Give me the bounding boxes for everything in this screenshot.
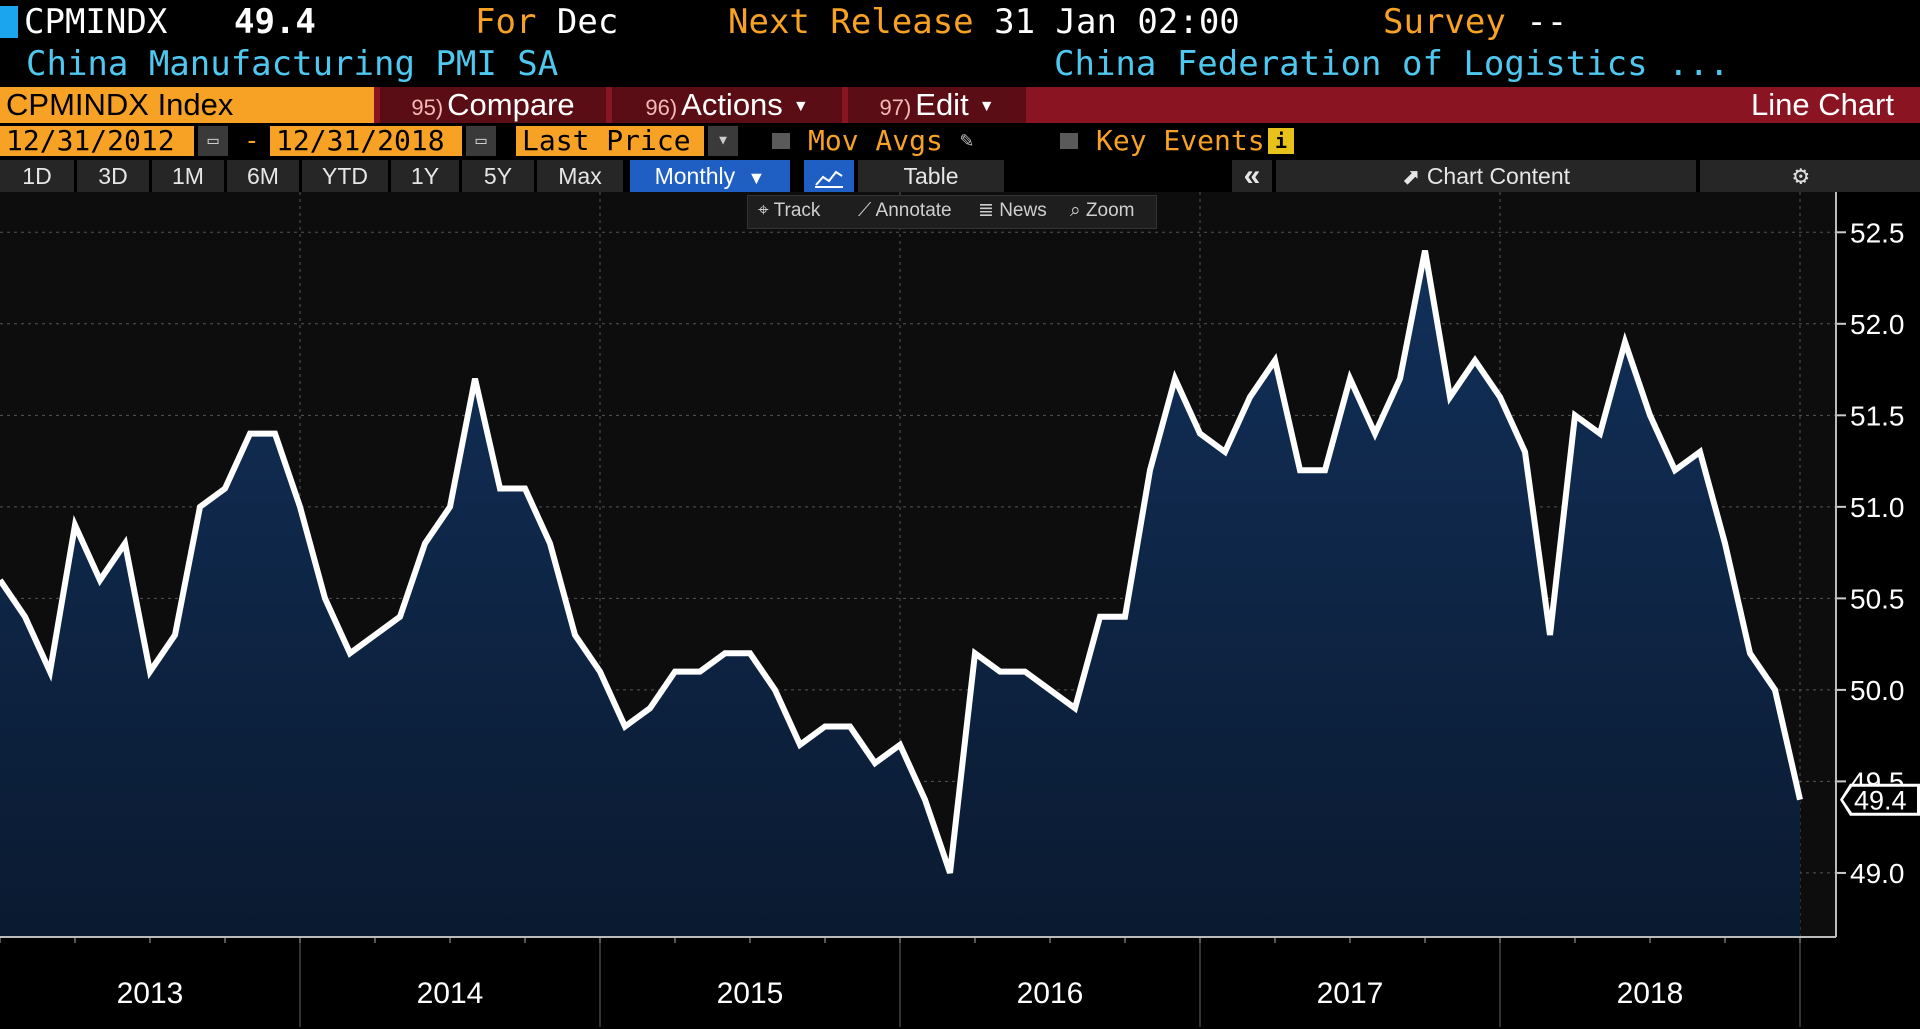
edit-number: 97): [879, 95, 912, 120]
news-button[interactable]: ≣ News: [978, 196, 1047, 226]
header-row-1: CPMINDX: [24, 2, 167, 42]
start-date-input[interactable]: 12/31/2012: [0, 126, 194, 156]
ticker-color-marker: [0, 6, 18, 38]
x-year-label: 2017: [1317, 977, 1384, 1010]
for-value: Dec: [556, 2, 619, 42]
y-tick-label: 50.5: [1850, 583, 1905, 614]
mov-avgs-checkbox[interactable]: [772, 133, 790, 149]
next-release-value: 31 Jan 02:00: [994, 2, 1240, 42]
info-icon[interactable]: i: [1268, 128, 1294, 154]
x-year-label: 2016: [1017, 977, 1084, 1010]
survey-label: Survey: [1383, 2, 1506, 42]
range-6m-button[interactable]: 6M: [227, 160, 299, 192]
survey-value: --: [1526, 2, 1568, 42]
news-label: News: [999, 200, 1047, 221]
mov-avgs-label: Mov Avgs: [808, 124, 943, 157]
series-line: [0, 250, 1803, 874]
track-button[interactable]: ⌖ Track: [758, 196, 820, 226]
range-max-button[interactable]: Max: [537, 160, 623, 192]
crosshair-icon: ⌖: [758, 200, 769, 221]
end-date-input[interactable]: 12/31/2018: [270, 126, 462, 156]
chevron-down-icon[interactable]: ▼: [708, 126, 738, 156]
chart-content-button[interactable]: ⬈ Chart Content: [1276, 160, 1696, 192]
for-label: For: [475, 2, 537, 42]
x-year-label: 2015: [717, 977, 784, 1010]
last-value-label: 49.4: [1854, 786, 1907, 816]
range-3d-button[interactable]: 3D: [77, 160, 149, 192]
key-events-label: Key Events: [1096, 124, 1265, 157]
range-1y-button[interactable]: 1Y: [391, 160, 459, 192]
calendar-icon[interactable]: ▭: [466, 126, 496, 156]
price-field-select[interactable]: Last Price: [516, 126, 704, 156]
y-tick-label: 51.5: [1850, 400, 1905, 431]
x-year-label: 2018: [1617, 977, 1684, 1010]
chart-toolbar: ⌖ Track ⟋ Annotate ≣ News ⌕ Zoom: [747, 195, 1157, 229]
y-tick-label: 52.5: [1850, 217, 1905, 248]
settings-area: [1700, 160, 1920, 192]
table-button[interactable]: Table: [858, 160, 1004, 192]
y-tick-label: 51.0: [1850, 492, 1905, 523]
chevron-down-icon: ▼: [978, 97, 995, 115]
last-value: 49.4: [234, 2, 316, 42]
series-area: [0, 250, 1800, 938]
compare-label: Compare: [447, 87, 575, 122]
x-year-label: 2013: [117, 977, 184, 1010]
y-tick-label: 52.0: [1850, 309, 1905, 340]
range-1d-button[interactable]: 1D: [0, 160, 74, 192]
range-5y-button[interactable]: 5Y: [462, 160, 534, 192]
actions-number: 96): [645, 95, 678, 120]
chevron-down-icon: ▼: [747, 168, 766, 188]
line-chart-icon[interactable]: [804, 160, 854, 192]
line-chart: 49.049.550.050.551.051.552.052.549.4 201…: [0, 192, 1920, 1029]
actions-label: Actions: [681, 87, 783, 122]
collapse-icon[interactable]: «: [1232, 160, 1272, 192]
edit-label: Edit: [915, 87, 969, 122]
last-value-tag-inner: [1843, 786, 1917, 813]
y-tick-label: 50.0: [1850, 675, 1905, 706]
range-ytd-button[interactable]: YTD: [302, 160, 388, 192]
calendar-icon[interactable]: ▭: [198, 126, 228, 156]
data-source: China Federation of Logistics ...: [1054, 44, 1730, 84]
edit-button[interactable]: 97) Edit ▼: [848, 87, 1026, 123]
zoom-icon: ⌕: [1070, 200, 1081, 221]
range-1m-button[interactable]: 1M: [152, 160, 224, 192]
track-label: Track: [773, 200, 821, 221]
security-description: China Manufacturing PMI SA: [26, 44, 559, 84]
compare-number: 95): [411, 95, 444, 120]
annotate-label: Annotate: [875, 200, 952, 221]
date-separator: -: [244, 126, 260, 156]
zoom-label: Zoom: [1085, 200, 1135, 221]
frequency-label: Monthly: [654, 163, 736, 189]
chevron-down-icon: ▼: [792, 97, 809, 115]
annotate-icon: ⟋: [858, 200, 872, 221]
next-release-label: Next Release: [728, 2, 974, 42]
frequency-select[interactable]: Monthly ▼: [630, 160, 790, 192]
compare-button[interactable]: 95) Compare: [380, 87, 606, 123]
zoom-button[interactable]: ⌕ Zoom: [1070, 196, 1135, 226]
chart-content-label: Chart Content: [1426, 163, 1571, 189]
chart-content-icon: ⬈: [1401, 164, 1421, 189]
security-field[interactable]: CPMINDX Index: [0, 87, 374, 123]
y-tick-label: 49.0: [1850, 858, 1905, 889]
pencil-icon[interactable]: ✎: [960, 128, 974, 153]
news-icon: ≣: [978, 200, 994, 221]
gear-icon[interactable]: ⚙: [1793, 161, 1809, 191]
actions-button[interactable]: 96) Actions ▼: [612, 87, 842, 123]
ticker: CPMINDX: [24, 2, 168, 42]
key-events-checkbox[interactable]: [1060, 133, 1078, 149]
annotate-button[interactable]: ⟋ Annotate: [858, 196, 952, 226]
x-year-label: 2014: [417, 977, 484, 1010]
chart-type-label: Line Chart: [1750, 87, 1894, 122]
